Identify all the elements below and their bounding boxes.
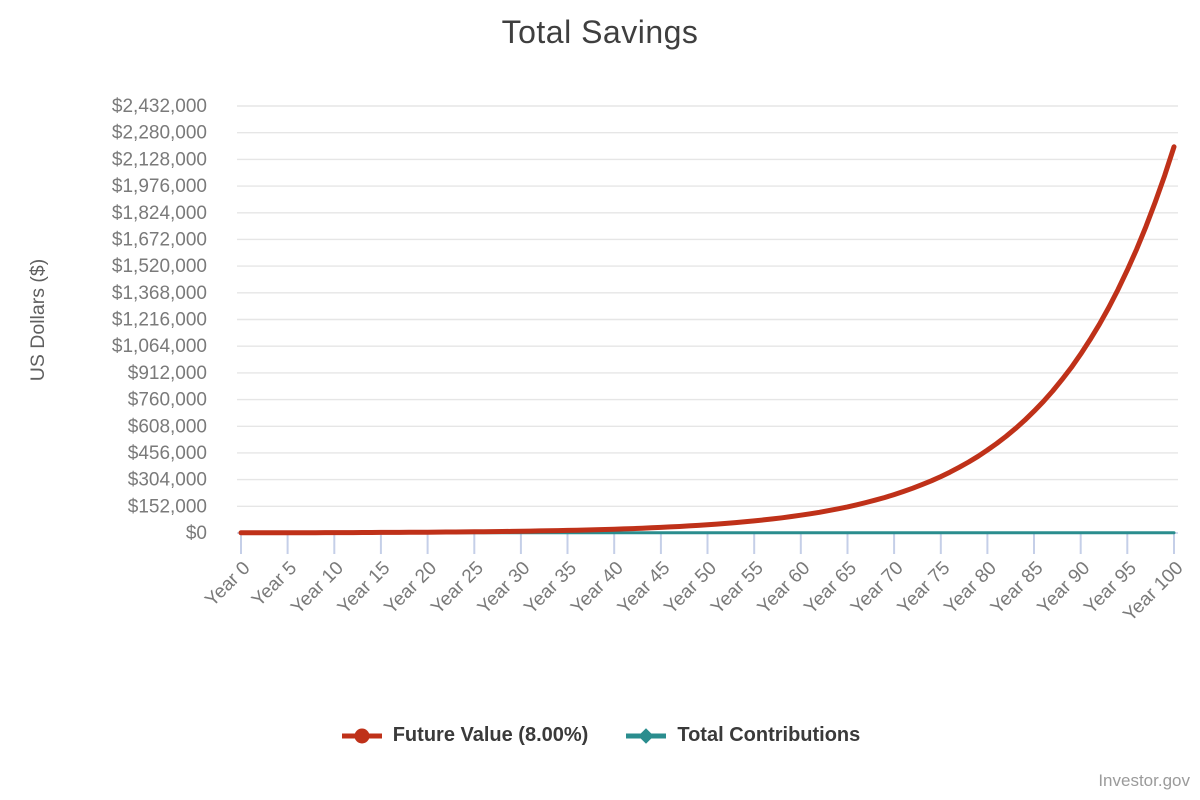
y-tick-label: $1,064,000 (112, 336, 207, 357)
y-tick-label: $456,000 (128, 443, 207, 464)
y-tick-label: $0 (186, 523, 207, 544)
y-tick-label: $1,368,000 (112, 283, 207, 304)
y-tick-label: $2,432,000 (112, 96, 207, 117)
legend-diamond-marker (638, 727, 655, 744)
y-tick-label: $152,000 (128, 496, 207, 517)
legend-label-total-contributions: Total Contributions (677, 724, 861, 746)
y-tick-label: $1,976,000 (112, 176, 207, 197)
legend-item-future-value[interactable]: Future Value (8.00%) (340, 724, 589, 747)
savings-chart: $0 $152,000 $304,000 $456,000 $608,000 $760,0… (27, 96, 1188, 626)
total-contributions-marker-icon (626, 727, 667, 744)
series-line-0[interactable] (238, 144, 1177, 536)
y-tick-label: $912,000 (128, 363, 207, 384)
chart-title: Total Savings (501, 14, 699, 50)
y-tick-label: $1,824,000 (112, 203, 207, 224)
y-tick-label: $1,520,000 (112, 256, 207, 277)
investor-gov-brand: Investor.gov (1098, 771, 1190, 790)
y-tick-label: $2,280,000 (112, 123, 207, 144)
x-tick-label: Year 0 (201, 558, 254, 611)
chart-legend: Future Value (8.00%) Total Contributions (0, 724, 1200, 747)
y-tick-label: $760,000 (128, 390, 207, 411)
legend-label-future-value: Future Value (8.00%) (392, 724, 589, 746)
future-value-marker-icon (341, 728, 382, 743)
y-tick-label: $2,128,000 (112, 149, 207, 170)
legend-circle-marker (354, 728, 370, 743)
y-tick-label: $1,216,000 (112, 310, 207, 331)
y-tick-label: $608,000 (128, 416, 207, 437)
y-tick-label: $304,000 (128, 470, 207, 491)
y-tick-label: $1,672,000 (112, 229, 207, 250)
y-axis-title: US Dollars ($) (27, 259, 49, 381)
legend-item-total-contributions[interactable]: Total Contributions (624, 724, 860, 747)
